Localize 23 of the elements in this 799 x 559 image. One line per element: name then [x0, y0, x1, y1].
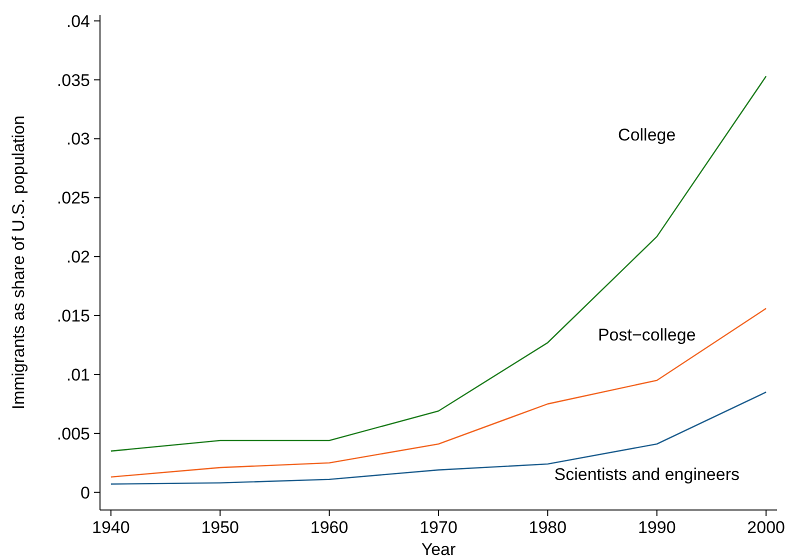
x-axis-title: Year	[421, 540, 456, 559]
x-tick-label: 1960	[310, 518, 348, 537]
y-tick-label: .035	[56, 70, 90, 90]
y-axis-title: Immigrants as share of U.S. population	[9, 116, 28, 410]
y-tick-label: .03	[66, 130, 90, 149]
x-tick-label: 1940	[92, 518, 130, 537]
y-tick-label: .025	[56, 188, 90, 208]
y-tick-label: .04	[66, 12, 90, 31]
line-series	[110, 76, 767, 452]
x-tick-label: 1980	[528, 518, 567, 537]
y-tick-label: .01	[66, 365, 90, 384]
x-tick-label: 1970	[420, 518, 458, 537]
series-label: Post−college	[598, 325, 696, 344]
text: College	[618, 126, 676, 145]
y-tick-label: 0	[80, 483, 90, 502]
x-tick-label: 2000	[747, 518, 785, 537]
y-tick-label: .005	[56, 424, 90, 444]
y-tick-label: .02	[66, 248, 90, 267]
x-tick-label: 1990	[638, 518, 676, 537]
series-label: Scientists and engineers	[554, 465, 740, 484]
x-tick-label: 1950	[201, 518, 240, 537]
y-tick-label: .015	[56, 306, 90, 326]
line-series	[110, 391, 767, 485]
